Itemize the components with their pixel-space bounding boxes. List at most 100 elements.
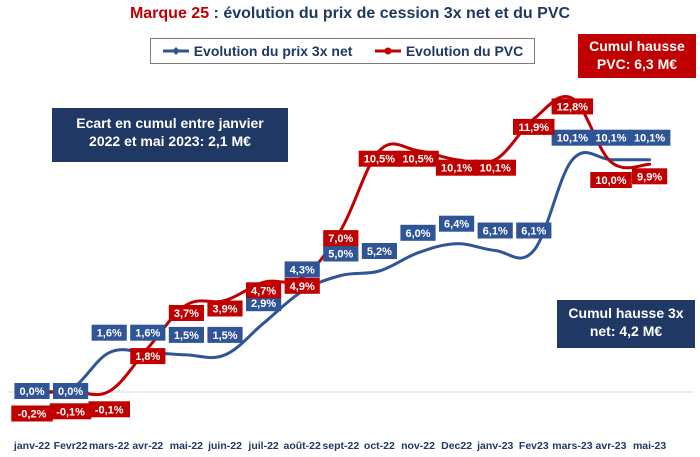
data-label-box-prix (207, 326, 243, 343)
data-label-pvc: 10,5% (364, 154, 395, 166)
data-label-box-pvc (590, 172, 632, 188)
data-label-pvc: 12,8% (557, 101, 588, 113)
data-label-prix: 6,1% (521, 226, 546, 238)
data-label-pvc: -0,1% (56, 406, 85, 418)
x-tick-label: Dec22 (441, 440, 472, 452)
data-label-prix: 1,5% (212, 330, 237, 342)
data-label-box-pvc (284, 277, 320, 294)
data-label-pvc: -0,2% (18, 409, 47, 421)
data-label-pvc: 3,9% (212, 304, 237, 316)
data-label-prix: 1,5% (174, 330, 199, 342)
data-label-box-prix (551, 129, 594, 146)
x-tick-label: juin-22 (207, 440, 242, 452)
data-label-box-prix (400, 224, 436, 241)
callout-cumul-pvc-line1: Cumul hausse (589, 38, 685, 54)
data-label-prix: 6,1% (483, 226, 508, 238)
callout-cumul-pvc: Cumul hausse PVC: 6,3 M€ (578, 34, 696, 78)
data-label-prix: 4,3% (290, 264, 315, 276)
data-label-prix: 2,9% (251, 298, 276, 310)
data-label-box-pvc (551, 98, 594, 115)
data-label-prix: 5,0% (328, 249, 353, 261)
data-label-prix: 5,2% (367, 246, 392, 258)
data-label-box-pvc (397, 150, 439, 167)
data-label-prix: 10,1% (557, 133, 588, 145)
data-label-pvc: 9,9% (637, 171, 662, 183)
data-label-pvc: 10,5% (402, 154, 433, 166)
data-label-prix: 1,6% (135, 328, 160, 340)
x-tick-label: juil-22 (247, 440, 279, 452)
data-label-prix: 0,0% (19, 386, 44, 398)
data-label-box-pvc (435, 159, 478, 176)
legend-label-pvc: Evolution du PVC (405, 43, 524, 59)
data-label-pvc: 3,7% (174, 308, 199, 320)
legend-marker-prix (162, 47, 189, 55)
data-label-box-prix (91, 324, 127, 341)
title-brand: Marque 25 (129, 5, 210, 22)
data-label-box-pvc (49, 403, 92, 420)
data-label-box-pvc (358, 150, 401, 167)
data-label-box-prix (590, 129, 632, 146)
data-label-box-prix (14, 383, 50, 399)
callout-ecart-line2: 2022 et mai 2023: 2,1 M€ (89, 133, 251, 150)
data-label-box-pvc (323, 230, 359, 247)
series-line-prix (30, 151, 652, 394)
data-label-box-prix (53, 383, 89, 399)
data-label-box-prix (516, 222, 552, 239)
data-label-pvc: 4,7% (251, 285, 276, 297)
data-label-prix: 6,0% (405, 228, 430, 240)
data-label-box-pvc (474, 159, 516, 176)
data-label-box-pvc (207, 300, 243, 317)
data-label-pvc: 10,1% (441, 163, 472, 175)
x-tick-label: Fevr22 (54, 440, 88, 452)
data-label-prix: 6,4% (444, 219, 469, 231)
x-tick-label: sept-22 (322, 440, 359, 452)
data-label-pvc: 1,8% (135, 351, 160, 363)
callout-ecart: Ecart en cumul entre janvier 2022 et mai… (52, 108, 288, 162)
data-label-box-pvc (88, 401, 130, 418)
legend-entry-pvc: Evolution du PVC (374, 43, 523, 59)
data-label-box-prix (439, 215, 475, 232)
data-label-box-prix (361, 243, 397, 259)
x-tick-label: mars-22 (89, 440, 129, 452)
data-label-box-prix (284, 261, 320, 278)
callout-cumul-prix-line1: Cumul hausse 3x (568, 305, 684, 321)
data-label-box-prix (628, 129, 671, 146)
data-label-pvc: 10,1% (480, 163, 511, 175)
data-label-box-prix (323, 245, 359, 262)
data-label-box-prix (168, 326, 204, 343)
data-label-pvc: -0,1% (95, 404, 124, 416)
data-label-pvc: 4,9% (290, 281, 315, 293)
x-tick-label: mai-22 (170, 440, 203, 452)
data-label-prix: 0,0% (58, 386, 83, 398)
x-tick-label: mars-23 (552, 440, 592, 452)
data-label-box-pvc (130, 348, 166, 365)
x-tick-label: oct-22 (364, 440, 395, 452)
data-label-box-pvc (632, 168, 668, 185)
x-tick-label: nov-22 (401, 440, 435, 452)
legend-entry-prix: Evolution du prix 3x net (162, 43, 353, 59)
legend: Evolution du prix 3x net Evolution du PV… (150, 38, 535, 64)
x-tick-label: janv-22 (13, 440, 50, 452)
data-label-box-prix (477, 222, 513, 239)
data-label-box-prix (130, 324, 166, 341)
data-label-box-pvc (11, 405, 53, 422)
title-text: : évolution du prix de cession 3x net et… (209, 5, 571, 22)
data-label-pvc: 11,9% (519, 122, 550, 134)
data-label-box-pvc (246, 282, 282, 299)
data-label-box-pvc (513, 118, 555, 135)
data-label-box-prix (246, 295, 282, 312)
data-label-pvc: 7,0% (328, 233, 353, 245)
legend-label-prix: Evolution du prix 3x net (193, 43, 353, 59)
data-label-prix: 10,1% (595, 133, 626, 145)
callout-cumul-prix: Cumul hausse 3x net: 4,2 M€ (557, 300, 695, 348)
x-tick-label: Fev23 (519, 440, 549, 452)
callout-ecart-line1: Ecart en cumul entre janvier (76, 115, 264, 131)
chart-title: Marque 25 : évolution du prix de cession… (0, 5, 700, 23)
x-tick-label: janv-23 (476, 440, 513, 452)
callout-cumul-prix-line2: net: 4,2 M€ (589, 323, 663, 340)
x-tick-label: août-22 (284, 440, 322, 452)
data-label-prix: 1,6% (97, 328, 122, 340)
legend-marker-pvc (374, 47, 401, 55)
